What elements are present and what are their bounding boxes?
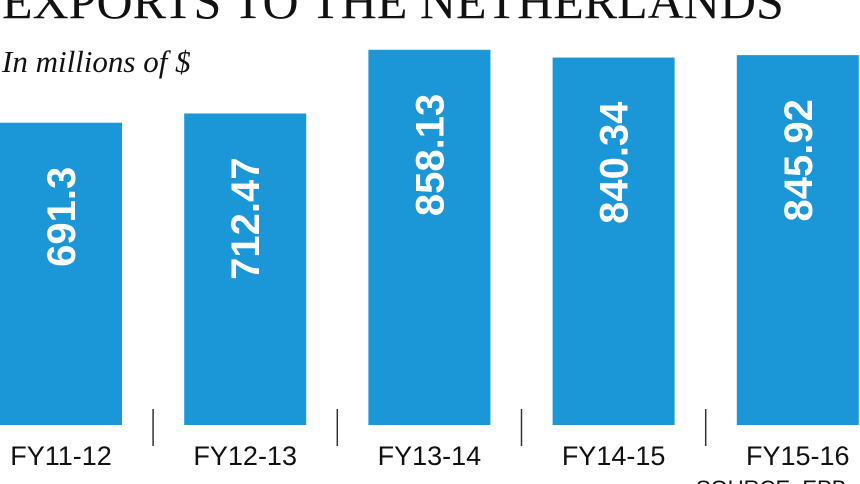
value-label: 858.13 bbox=[408, 94, 452, 216]
bar bbox=[736, 55, 859, 426]
value-label: 845.92 bbox=[777, 99, 821, 221]
value-label: 691.3 bbox=[40, 167, 84, 267]
bar bbox=[184, 113, 307, 425]
bar bbox=[0, 122, 122, 425]
x-tick-label: FY13-14 bbox=[378, 441, 482, 471]
value-label: 712.47 bbox=[224, 157, 268, 279]
x-tick-label: FY12-13 bbox=[193, 441, 297, 471]
x-tick-label: FY14-15 bbox=[562, 441, 666, 471]
bar bbox=[368, 49, 491, 425]
chart-subtitle: In millions of $ bbox=[1, 44, 191, 79]
x-tick-label: FY15-16 bbox=[746, 441, 850, 471]
value-label: 840.34 bbox=[593, 101, 637, 224]
source: SOURCE: EPB bbox=[696, 476, 846, 484]
bar bbox=[552, 57, 675, 426]
x-tick-label: FY11-12 bbox=[10, 441, 112, 471]
chart-title: EXPORTS TO THE NETHERLANDS bbox=[2, 0, 784, 29]
